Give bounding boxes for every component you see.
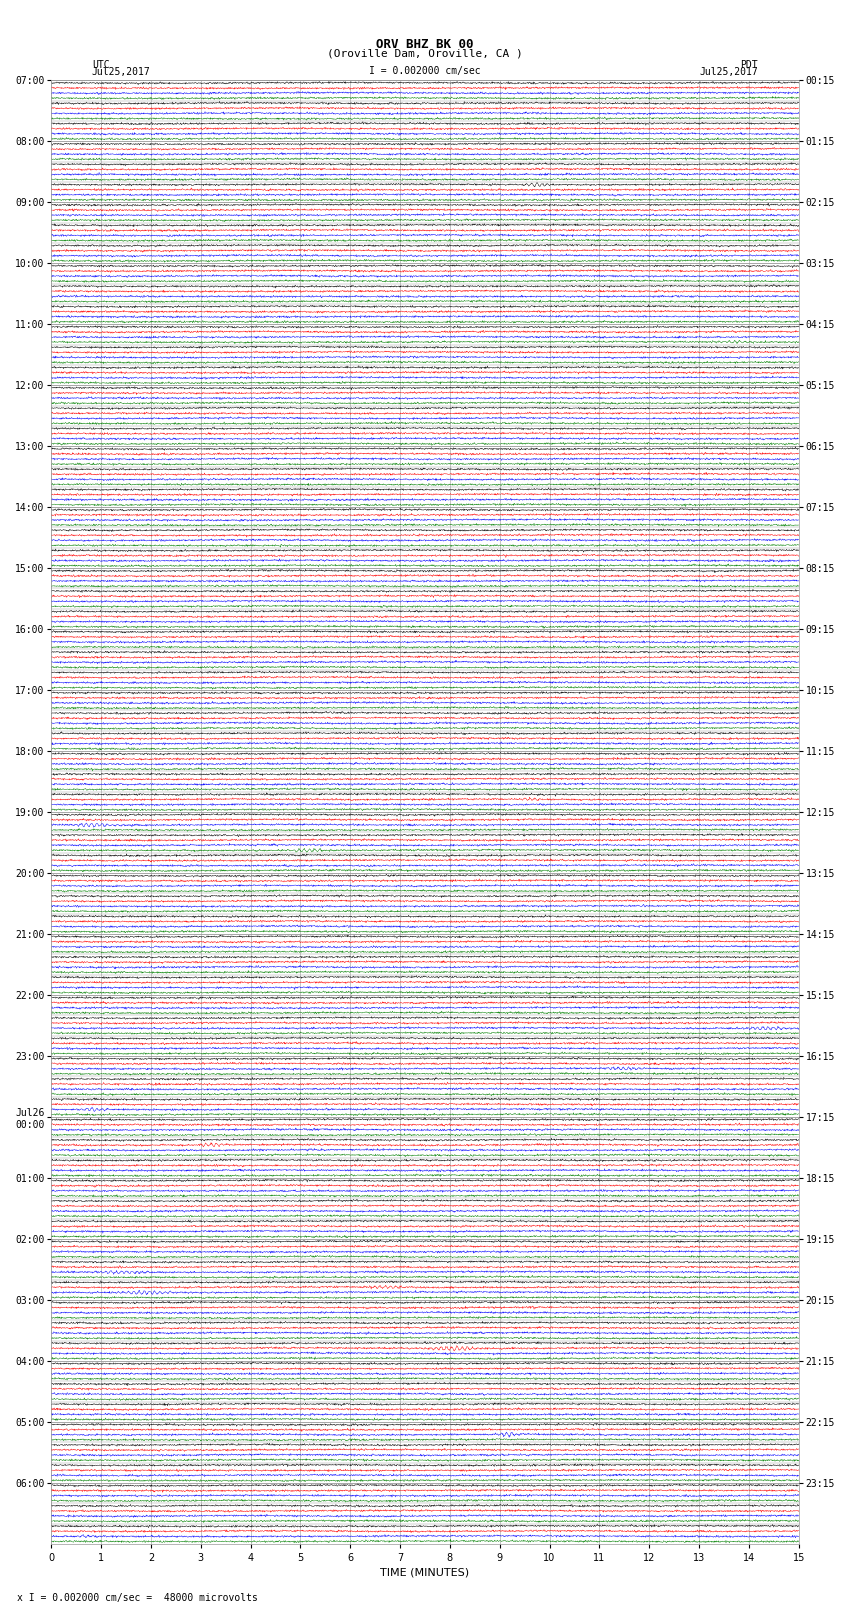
Text: x I = 0.002000 cm/sec =  48000 microvolts: x I = 0.002000 cm/sec = 48000 microvolts <box>17 1594 258 1603</box>
Text: ORV BHZ BK 00: ORV BHZ BK 00 <box>377 37 473 50</box>
Text: PDT: PDT <box>740 60 758 71</box>
Text: Jul25,2017: Jul25,2017 <box>92 66 150 77</box>
X-axis label: TIME (MINUTES): TIME (MINUTES) <box>381 1568 469 1578</box>
Text: (Oroville Dam, Oroville, CA ): (Oroville Dam, Oroville, CA ) <box>327 48 523 58</box>
Text: I = 0.002000 cm/sec: I = 0.002000 cm/sec <box>369 66 481 76</box>
Text: UTC: UTC <box>92 60 110 71</box>
Text: Jul25,2017: Jul25,2017 <box>700 66 758 77</box>
